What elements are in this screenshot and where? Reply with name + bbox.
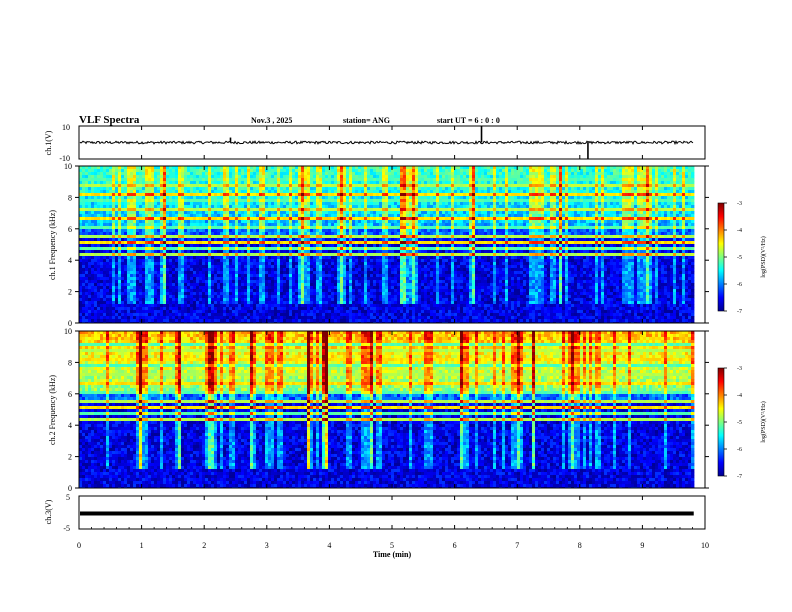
time-axis-label: Time (min) [373, 550, 412, 559]
ch1-spectrogram-yticks: 0 2 4 6 8 10 [64, 162, 709, 328]
ch1-waveform-ylabel: ch.1(V) [44, 130, 53, 155]
ch1-colorbar: -3 -4 -5 -6 -7 log(PSD)(V²/Hz) [717, 201, 767, 315]
ch1-ytick-bottom: -10 [59, 154, 70, 163]
ch2-ytick-label: 4 [68, 421, 72, 430]
ch1-waveform-spikes [229, 126, 589, 159]
ch1-ytick-label: 4 [68, 256, 72, 265]
colorbar-tick-label: -6 [737, 282, 742, 288]
ch2-ytick-label: 2 [68, 453, 72, 462]
ch3-waveform-ylabel: ch.3(V) [44, 499, 53, 524]
ch1-ytick-label: 10 [64, 162, 72, 171]
colorbar-tick-label: -3 [737, 366, 742, 372]
colorbar-tick-label: -6 [737, 447, 742, 453]
ch3-ytick-bottom: -5 [63, 524, 70, 533]
colorbar-tick-label: -7 [737, 309, 742, 315]
colorbar-tick-label: -7 [737, 474, 742, 480]
ch1-spectrogram-image [79, 166, 695, 323]
time-tick-label: 4 [327, 541, 331, 550]
colorbar-tick-label: -4 [737, 393, 742, 399]
ch2-ytick-label: 8 [68, 358, 72, 367]
time-tick-label: 6 [453, 541, 457, 550]
date-label: Nov.3 , 2025 [251, 116, 292, 125]
ch2-spectrogram-yticks: 0 2 4 6 8 10 [64, 327, 709, 493]
figure-title: VLF Spectra [79, 114, 140, 126]
colorbar-tick-label: -5 [737, 420, 742, 426]
time-tick-label: 5 [390, 541, 394, 550]
time-axis: 0 1 2 3 4 5 6 7 8 9 10 [77, 126, 709, 550]
ch2-ytick-label: 10 [64, 327, 72, 336]
colorbar-tick-label: -3 [737, 201, 742, 207]
ch3-waveform-panel: 5 -5 ch.3(V) [44, 493, 706, 533]
time-tick-label: 9 [640, 541, 644, 550]
time-tick-label: 2 [202, 541, 206, 550]
colorbar-tick-label: -5 [737, 255, 742, 261]
ch1-ytick-top: 10 [62, 123, 70, 132]
ch1-colorbar-gradient [717, 202, 725, 312]
colorbar-tick-label: -4 [737, 228, 742, 234]
ch1-ytick-label: 2 [68, 288, 72, 297]
ch2-spectrogram-panel: 0 2 4 6 8 10 ch.2 Frequency (kHz) [48, 327, 709, 493]
ch3-waveform-trace [80, 511, 694, 516]
ch2-ytick-label: 6 [68, 390, 72, 399]
ch2-spectrogram-image [79, 331, 695, 488]
time-tick-label: 10 [701, 541, 709, 550]
ch1-ytick-label: 6 [68, 225, 72, 234]
start-time-label: start UT = 6 : 0 : 0 [437, 116, 500, 125]
ch2-colorbar-label: log(PSD)(V²/Hz) [760, 401, 767, 442]
ch2-ytick-label: 0 [68, 484, 72, 493]
ch1-colorbar-label: log(PSD)(V²/Hz) [760, 236, 767, 277]
ch1-spectrogram-ylabel: ch.1 Frequency (kHz) [48, 210, 57, 280]
time-tick-label: 3 [265, 541, 269, 550]
time-tick-label: 1 [140, 541, 144, 550]
ch2-colorbar-gradient [717, 367, 725, 477]
ch1-ytick-label: 8 [68, 193, 72, 202]
time-tick-label: 7 [515, 541, 519, 550]
ch1-waveform-trace [79, 140, 694, 146]
ch2-spectrogram-ylabel: ch.2 Frequency (kHz) [48, 375, 57, 445]
time-tick-label: 0 [77, 541, 81, 550]
ch1-waveform-panel: 10 -10 ch.1(V) [44, 123, 706, 163]
ch1-spectrogram-panel: 0 2 4 6 8 10 ch.1 Frequency (kHz) [48, 162, 709, 328]
ch2-colorbar: -3 -4 -5 -6 -7 log(PSD)(V²/Hz) [717, 366, 767, 480]
time-tick-label: 8 [578, 541, 582, 550]
ch3-ytick-top: 5 [66, 493, 70, 502]
station-label: station= ANG [343, 116, 390, 125]
ch1-ytick-label: 0 [68, 319, 72, 328]
